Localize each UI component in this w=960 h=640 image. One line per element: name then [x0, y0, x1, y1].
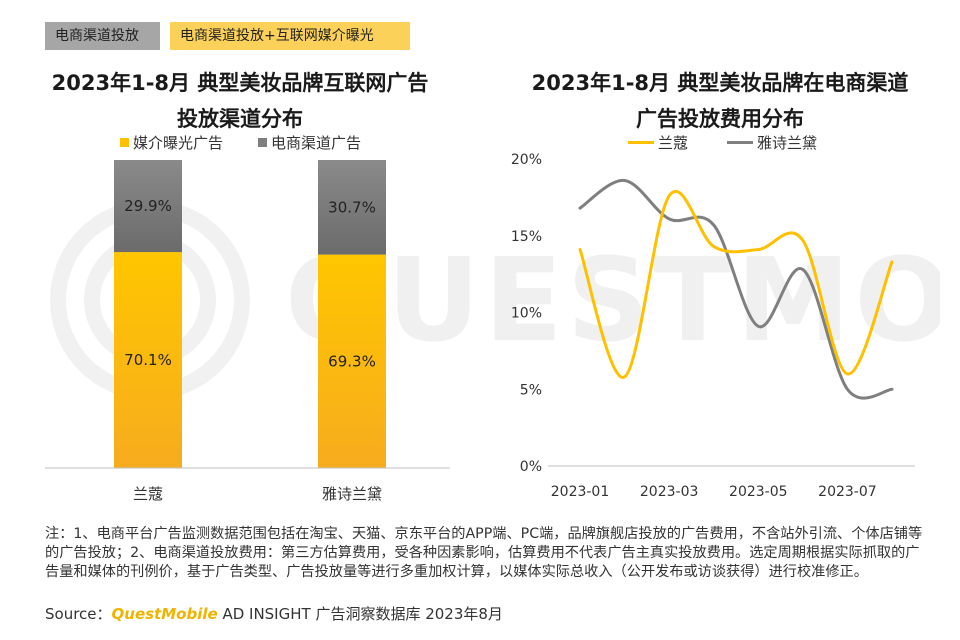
x-tick-label-0: 2023-01 [551, 484, 610, 500]
legend-media-ads: 媒介曝光广告 [120, 132, 223, 153]
series-line-esteelauder [578, 178, 894, 400]
legend-esteelauder: 雅诗兰黛 [727, 132, 817, 153]
x-tick-label-3: 2023-07 [818, 484, 877, 500]
right-chart-title: 2023年1-8月 典型美妆品牌在电商渠道 广告投放费用分布 [500, 65, 940, 137]
legend-esteelauder-label: 雅诗兰黛 [757, 134, 818, 152]
bar-ecommerce-1 [318, 160, 386, 255]
bar-media-1 [318, 254, 386, 468]
y-tick-label-4: 20% [511, 152, 542, 168]
bar-category-label-1: 雅诗兰黛 [322, 485, 382, 503]
bar-category-label-0: 兰蔻 [133, 485, 163, 503]
bar-label-ecommerce-1: 30.7% [328, 198, 376, 216]
left-chart-title-line1: 2023年1-8月 典型美妆品牌互联网广告 [51, 71, 429, 95]
legend-ecommerce-swatch [258, 138, 267, 147]
source-prefix: Source： [45, 605, 112, 623]
footnote: 注：1、电商平台广告监测数据范围包括在淘宝、天猫、京东平台的APP端、PC端，品… [45, 526, 923, 580]
bar-ecommerce-0 [114, 160, 182, 253]
right-chart-title-line2: 广告投放费用分布 [636, 107, 804, 131]
tag-ecommerce[interactable]: 电商渠道投放 [45, 22, 160, 50]
y-tick-label-2: 10% [511, 306, 542, 322]
tag-ecommerce-plus-media[interactable]: 电商渠道投放+互联网媒介曝光 [170, 22, 410, 50]
bar-label-media-1: 69.3% [328, 352, 376, 370]
y-tick-label-3: 15% [511, 229, 542, 245]
legend-media-swatch [120, 138, 129, 147]
legend-lancome-label: 兰蔻 [658, 134, 689, 152]
legend-lancome-line [628, 141, 654, 144]
legend-lancome: 兰蔻 [628, 132, 688, 153]
bar-media-0 [114, 252, 182, 468]
legend-media-label: 媒介曝光广告 [133, 134, 224, 152]
x-tick-label-2: 2023-05 [729, 484, 788, 500]
left-chart-title: 2023年1-8月 典型美妆品牌互联网广告 投放渠道分布 [40, 65, 440, 137]
source-rest: AD INSIGHT 广告洞察数据库 2023年8月 [217, 605, 503, 623]
series-line-lancome [578, 190, 894, 379]
source-line: Source：QuestMobile AD INSIGHT 广告洞察数据库 20… [45, 603, 503, 624]
y-tick-label-1: 5% [520, 382, 542, 398]
x-tick-label-1: 2023-03 [640, 484, 699, 500]
y-tick-label-0: 0% [520, 459, 542, 475]
line-chart: 0% 5% 10% 15% 20% 2023-01 2023-03 2023-05 2023-0… [511, 152, 915, 500]
bar-label-media-0: 70.1% [124, 351, 172, 369]
legend-ecommerce-label: 电商渠道广告 [271, 134, 362, 152]
source-brand: QuestMobile [111, 605, 218, 623]
stacked-bar-chart: 70.1% 29.9% 兰蔻 69.3% 30.7% 雅诗兰黛 [45, 160, 450, 503]
legend-ecommerce-ads: 电商渠道广告 [258, 132, 361, 153]
right-chart-title-line1: 2023年1-8月 典型美妆品牌在电商渠道 [531, 71, 909, 95]
legend-esteelauder-line [727, 141, 753, 144]
bar-label-ecommerce-0: 29.9% [124, 197, 172, 215]
left-chart-title-line2: 投放渠道分布 [177, 107, 303, 131]
